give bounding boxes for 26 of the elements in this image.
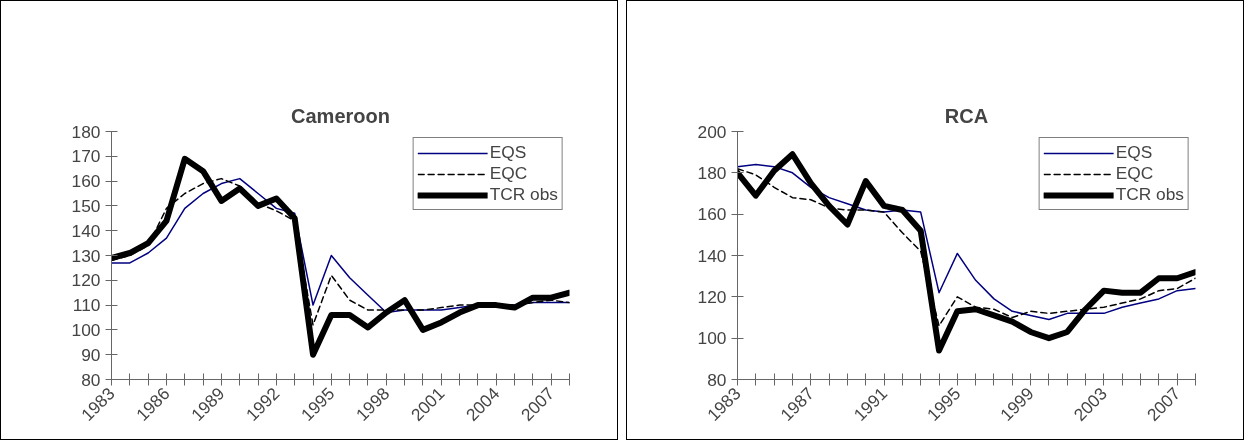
- y-tick-label: 180: [71, 121, 101, 142]
- y-tick-label: 90: [81, 344, 101, 365]
- legend-label: EQC: [1115, 163, 1154, 184]
- y-tick-label: 80: [707, 369, 727, 390]
- legend-label: EQS: [489, 142, 527, 163]
- chart-title: Cameroon: [291, 104, 390, 127]
- y-tick-label: 120: [71, 270, 101, 291]
- legend-label: EQC: [489, 163, 528, 184]
- y-tick-label: 160: [71, 171, 101, 192]
- legend-label: TCR obs: [1115, 184, 1184, 205]
- y-tick-label: 120: [697, 286, 727, 307]
- chart-title: RCA: [944, 104, 989, 127]
- y-tick-label: 110: [72, 295, 101, 316]
- legend-label: EQS: [1115, 142, 1153, 163]
- y-tick-label: 150: [71, 195, 101, 216]
- y-tick-label: 140: [697, 245, 727, 266]
- y-tick-label: 200: [697, 121, 727, 142]
- y-tick-label: 180: [697, 162, 727, 183]
- y-tick-label: 130: [71, 245, 101, 266]
- y-tick-label: 100: [71, 319, 101, 340]
- y-tick-label: 80: [81, 369, 101, 390]
- y-tick-label: 100: [697, 328, 727, 349]
- y-tick-label: 160: [697, 204, 727, 225]
- y-tick-label: 140: [71, 220, 101, 241]
- legend-label: TCR obs: [489, 184, 558, 205]
- y-tick-label: 170: [71, 146, 101, 167]
